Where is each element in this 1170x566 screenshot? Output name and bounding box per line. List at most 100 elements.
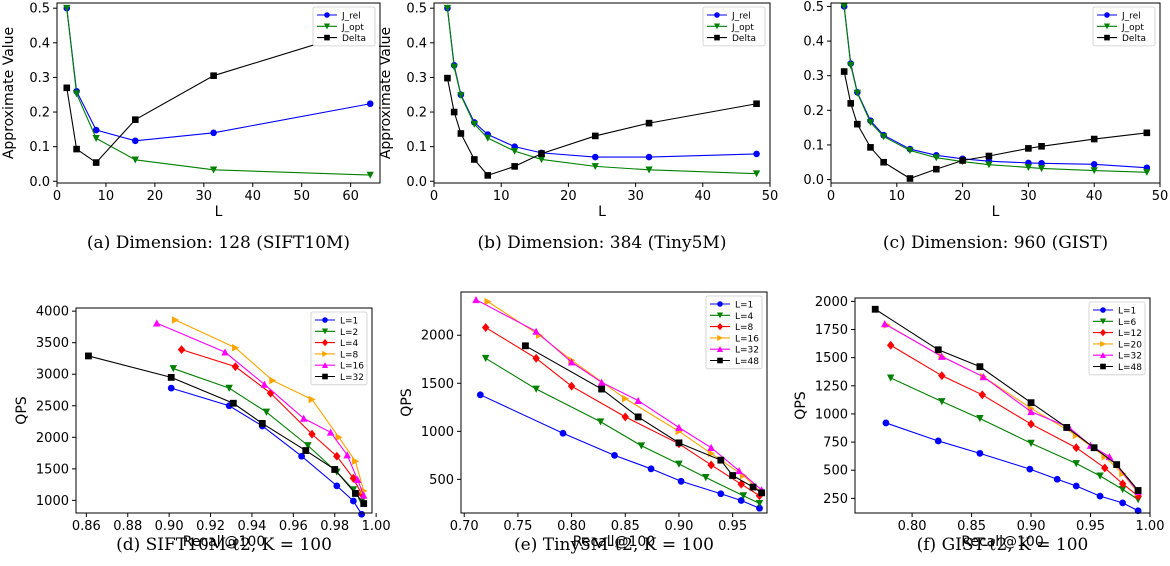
data-point (132, 116, 139, 123)
data-point (457, 130, 465, 137)
data-point (360, 487, 368, 495)
data-point (645, 153, 653, 161)
data-point (752, 170, 761, 178)
data-point (481, 354, 490, 363)
data-point (481, 323, 490, 332)
x-tick-label: 0.80 (898, 519, 927, 534)
data-point (979, 373, 988, 381)
y-tick-label: 0.0 (406, 175, 427, 190)
data-point (1053, 475, 1061, 483)
data-point (331, 466, 339, 473)
x-tick-label: 30 (196, 189, 213, 204)
series-line (890, 377, 1139, 500)
y-tick-label: 2000 (421, 329, 454, 344)
y-tick-label: 0.1 (29, 140, 50, 155)
data-point (611, 451, 618, 459)
data-point (1143, 129, 1151, 137)
data-point (357, 489, 366, 499)
x-tick-label: 30 (1020, 189, 1037, 204)
data-point (867, 144, 874, 151)
data-point (335, 433, 343, 442)
data-point (1134, 487, 1142, 494)
legend-marker (717, 357, 723, 364)
y-tick-label: 0.0 (803, 173, 824, 188)
legend: L=1L=4L=8L=16 L=32L=48 (705, 295, 763, 370)
data-point (1134, 507, 1142, 515)
data-point (591, 153, 599, 161)
x-axis-label: Recall@100 (573, 534, 656, 550)
series-line (874, 308, 1139, 491)
plot-frame (460, 291, 768, 514)
data-point (299, 414, 308, 422)
legend-label: J_rel (341, 12, 361, 22)
data-point (308, 395, 316, 404)
y-tick-label: 0.4 (803, 35, 824, 50)
x-tick-label: 0.85 (611, 519, 640, 534)
data-point (756, 504, 763, 512)
x-tick-label: 50 (293, 189, 310, 204)
data-point (258, 420, 266, 427)
legend-marker (321, 362, 329, 368)
data-point (1026, 465, 1034, 473)
data-point (229, 399, 237, 407)
data-point (729, 472, 737, 479)
data-point (167, 384, 175, 392)
data-point (645, 166, 653, 174)
series-Delta (840, 68, 1151, 182)
data-point (532, 353, 540, 363)
data-point (976, 449, 984, 457)
legend-label: L=1 (1118, 307, 1136, 317)
data-point (854, 120, 861, 128)
data-point (511, 147, 519, 155)
data-point (621, 394, 630, 403)
data-point (343, 451, 351, 459)
legend-marker (322, 350, 329, 357)
data-point (707, 460, 715, 470)
data-point (537, 156, 546, 164)
series-line (446, 78, 757, 177)
series-L=48 (871, 305, 1142, 494)
series-Delta (444, 74, 760, 179)
y-tick-label: 0.1 (406, 140, 427, 155)
data-point (1118, 485, 1127, 494)
legend-label: L=6 (1118, 318, 1137, 328)
data-point (1096, 492, 1104, 500)
data-point (938, 398, 946, 406)
legend-label: L=1 (340, 317, 358, 327)
legend-label: Delta (342, 34, 366, 44)
legend-marker (1104, 34, 1110, 41)
data-point (675, 439, 683, 447)
x-axis-label: L (215, 204, 223, 220)
y-tick-label: 1000 (815, 407, 848, 422)
data-point (596, 418, 605, 426)
series-L=16 (152, 319, 368, 499)
data-point (906, 175, 914, 182)
series-line (843, 71, 1147, 180)
plot-frame (433, 2, 771, 184)
data-point (886, 374, 895, 382)
data-point (85, 352, 92, 360)
legend-marker (714, 12, 720, 18)
data-point (92, 126, 100, 134)
legend: L=1L=2L=4L=8 L=16L=32 (310, 311, 368, 386)
data-point (567, 381, 576, 391)
legend-marker (716, 322, 724, 331)
legend-label: L=8 (340, 350, 359, 360)
series-L=4 (481, 354, 764, 508)
legend-label: Delta (1122, 34, 1146, 44)
data-point (92, 135, 100, 142)
y-tick-label: 0.2 (803, 104, 824, 119)
x-tick-label: 0.95 (718, 519, 747, 534)
panel-caption: (d) SIFT10M-ℓ2, K = 100 (116, 535, 332, 555)
data-point (450, 108, 458, 116)
data-point (349, 497, 357, 505)
panel-caption: (a) Dimension: 128 (SIFT10M) (86, 233, 351, 253)
y-axis-label: Approximate Value (1, 27, 17, 159)
legend-marker (1103, 23, 1111, 30)
legend-marker (1100, 363, 1106, 370)
x-tick-label: 60 (342, 189, 359, 204)
data-point (847, 62, 855, 69)
data-point (72, 90, 81, 98)
data-point (63, 84, 71, 92)
